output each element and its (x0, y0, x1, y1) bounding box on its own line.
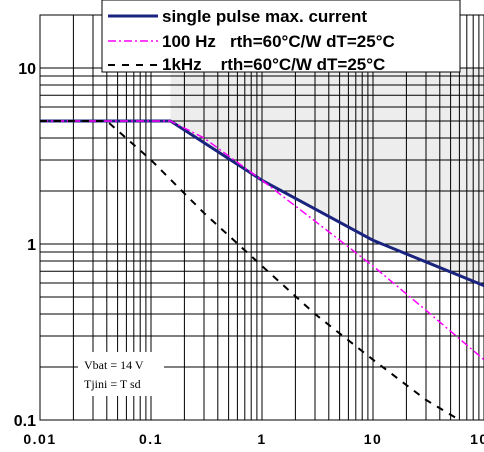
x-tick-label: 0.01 (23, 431, 56, 447)
legend: single pulse max. current 100 Hz rth=60°… (101, 0, 461, 74)
series-lines (40, 119, 484, 421)
note-vbat: Vbat = 14 V (84, 358, 144, 372)
x-tick-label: 100 (470, 431, 484, 447)
x-tick-label: 0.1 (139, 431, 163, 447)
shaded-region (170, 68, 484, 286)
y-tick-label: 10 (18, 61, 36, 78)
legend-box (101, 0, 461, 73)
conditions-note-box (78, 352, 164, 396)
series-line-2 (40, 120, 460, 421)
legend-label-single-pulse: single pulse max. current (162, 7, 367, 26)
x-tick-labels: 0.01 0.1 1 10 100 (23, 431, 484, 447)
shaded-area (170, 68, 484, 286)
y-tick-label: 0.1 (14, 413, 36, 430)
x-tick-label: 1 (257, 431, 266, 447)
note-tjini: Tjini = T sd (84, 377, 141, 391)
y-tick-labels: 10 1 0.1 (14, 61, 36, 430)
x-tick-label: 10 (364, 431, 383, 447)
legend-label-100hz: 100 Hz rth=60°C/W dT=25°C (162, 32, 395, 51)
series-line-1 (40, 120, 484, 361)
y-tick-label: 1 (27, 237, 36, 254)
legend-label-1khz: 1kHz rth=60°C/W dT=25°C (162, 55, 385, 74)
conditions-note: Vbat = 14 V Tjini = T sd (78, 352, 164, 396)
